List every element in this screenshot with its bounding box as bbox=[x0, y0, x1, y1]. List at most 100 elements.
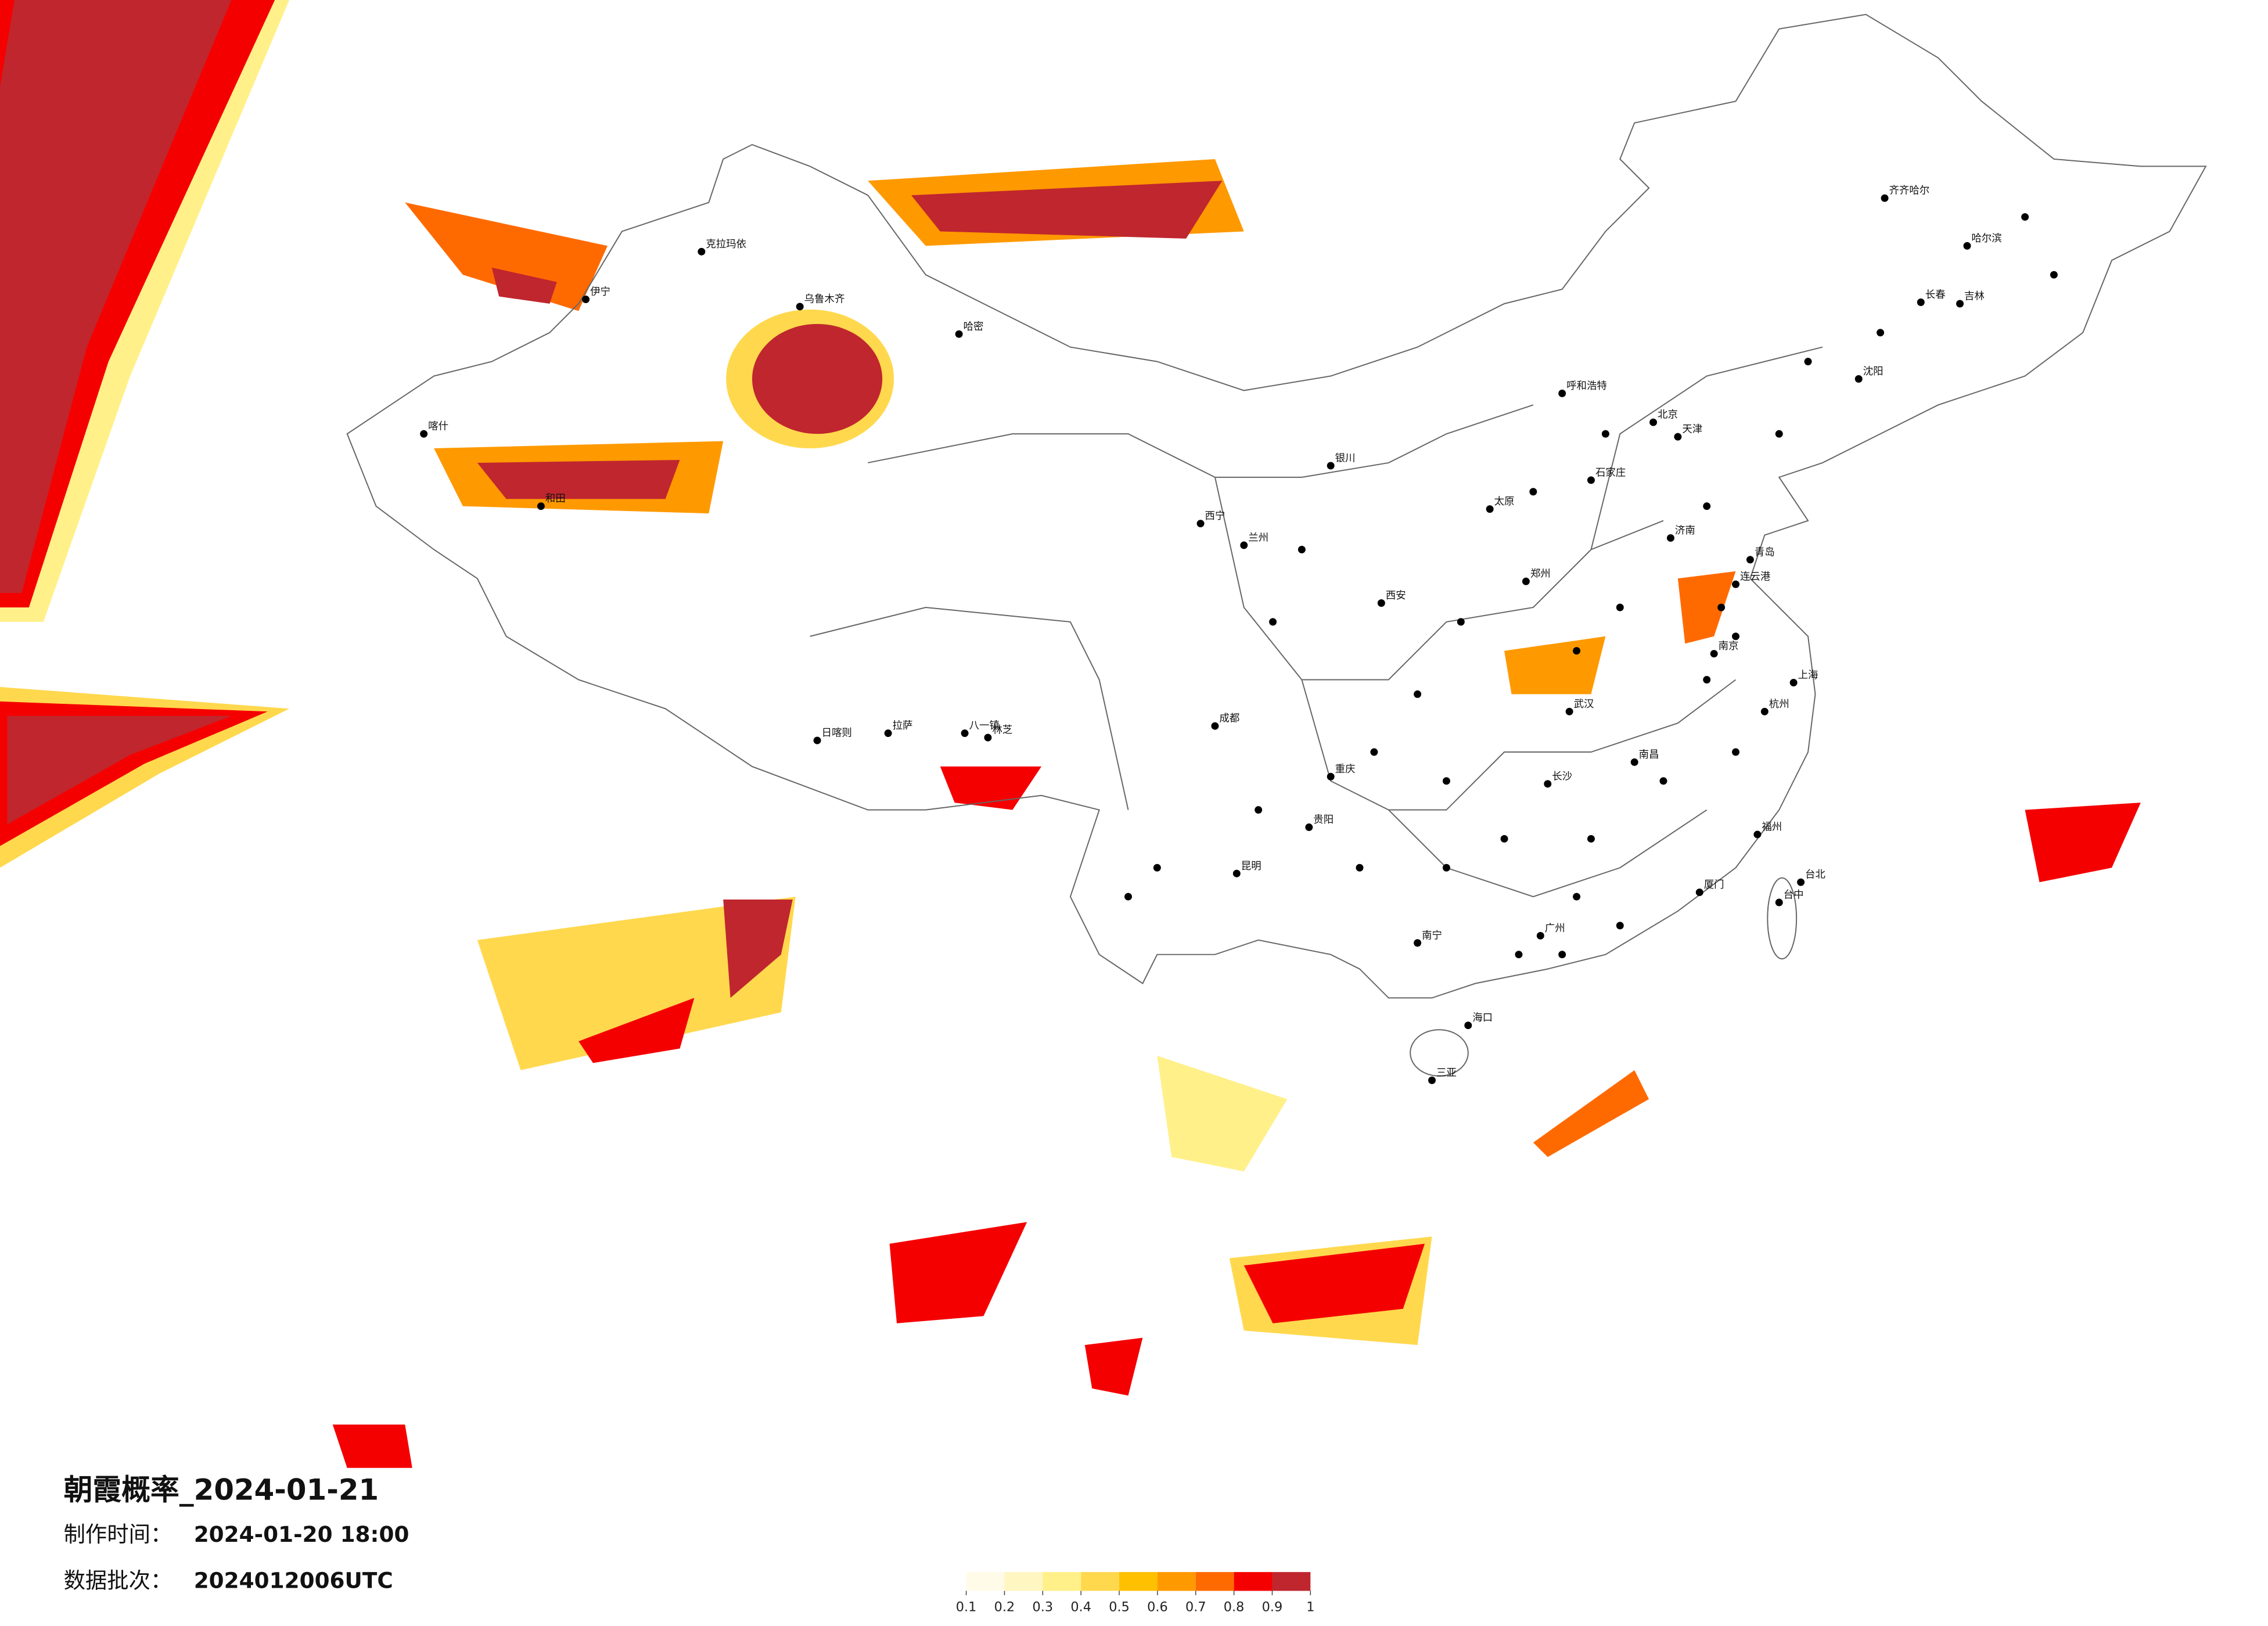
station-dot bbox=[1529, 488, 1537, 496]
city-label: 昆明 bbox=[1241, 861, 1261, 872]
city-label: 长沙 bbox=[1552, 771, 1572, 782]
city-dot bbox=[1196, 520, 1205, 528]
station-dot bbox=[1356, 864, 1364, 872]
china-outline bbox=[346, 13, 2207, 999]
legend-tick-label: 0.2 bbox=[994, 1599, 1015, 1614]
city-label: 喀什 bbox=[428, 421, 448, 433]
city-label: 哈尔滨 bbox=[1971, 233, 2001, 244]
city-dot bbox=[1414, 939, 1422, 947]
legend-swatch bbox=[966, 1572, 1005, 1591]
province-borders bbox=[810, 346, 1823, 898]
city-dot bbox=[884, 729, 892, 738]
data-batch-label: 数据批次： bbox=[64, 1567, 172, 1593]
city-dot bbox=[698, 247, 706, 256]
station-dot bbox=[1442, 777, 1450, 785]
city-label: 石家庄 bbox=[1595, 467, 1626, 479]
hainan bbox=[1410, 1029, 1469, 1077]
city-label: 长春 bbox=[1925, 289, 1946, 301]
city-label: 连云港 bbox=[1740, 571, 1771, 583]
legend-swatch bbox=[1004, 1572, 1043, 1591]
station-dot bbox=[1717, 603, 1726, 611]
city-label: 南宁 bbox=[1422, 930, 1442, 941]
production-time-label: 制作时间： bbox=[64, 1521, 172, 1547]
taiwan bbox=[1767, 877, 1798, 960]
city-dot bbox=[1760, 707, 1769, 715]
station-dot bbox=[1616, 922, 1624, 930]
city-dot bbox=[1674, 433, 1682, 441]
station-dot bbox=[1370, 748, 1378, 756]
city-label: 三亚 bbox=[1436, 1067, 1457, 1079]
station-dot bbox=[1587, 834, 1595, 843]
city-label: 西安 bbox=[1386, 590, 1406, 602]
city-dot bbox=[1428, 1076, 1436, 1084]
city-label: 武汉 bbox=[1574, 699, 1594, 710]
city-label: 太原 bbox=[1494, 496, 1515, 508]
city-label: 贵阳 bbox=[1313, 814, 1334, 826]
city-label: 济南 bbox=[1675, 525, 1695, 537]
city-dot bbox=[1753, 830, 1762, 839]
city-dot bbox=[1746, 556, 1754, 564]
city-dot bbox=[955, 330, 963, 338]
legend-swatch bbox=[1272, 1572, 1311, 1591]
city-dot bbox=[1211, 722, 1219, 730]
station-dot bbox=[1269, 618, 1277, 626]
city-label: 台北 bbox=[1805, 869, 1825, 881]
city-label: 南京 bbox=[1719, 641, 1739, 652]
city-label: 和田 bbox=[545, 493, 566, 505]
city-label: 福州 bbox=[1762, 822, 1782, 833]
city-dot bbox=[1963, 242, 1971, 250]
station-dot bbox=[1558, 951, 1566, 959]
city-dot bbox=[1732, 580, 1739, 588]
city-label: 拉萨 bbox=[893, 720, 913, 732]
legend-tick-label: 1 bbox=[1306, 1599, 1314, 1614]
map-title: 朝霞概率_2024-01-21 bbox=[64, 1473, 379, 1507]
station-dot bbox=[1500, 834, 1508, 843]
city-dot bbox=[1544, 780, 1552, 788]
legend-swatch bbox=[1234, 1572, 1273, 1591]
station-dot bbox=[1601, 430, 1609, 438]
city-dot bbox=[1464, 1021, 1472, 1030]
station-dot bbox=[1153, 864, 1161, 872]
legend-tick-label: 0.1 bbox=[956, 1599, 977, 1614]
station-dot bbox=[1775, 430, 1783, 438]
city-dot bbox=[1797, 878, 1805, 886]
city-dot bbox=[582, 296, 590, 303]
legend-tick-label: 0.4 bbox=[1070, 1599, 1091, 1614]
station-dot bbox=[1877, 329, 1885, 337]
station-dot bbox=[1457, 618, 1465, 626]
city-dot bbox=[1327, 462, 1335, 470]
station-dot bbox=[2050, 271, 2058, 279]
station-dot bbox=[1804, 358, 1812, 366]
city-label: 天津 bbox=[1682, 424, 1702, 436]
station-dot bbox=[1124, 893, 1133, 901]
city-label: 杭州 bbox=[1769, 699, 1789, 710]
city-label: 克拉玛依 bbox=[706, 239, 746, 250]
city-label: 西宁 bbox=[1205, 510, 1225, 522]
city-label: 广州 bbox=[1545, 923, 1565, 934]
production-time-value: 2024-01-20 18:00 bbox=[194, 1521, 409, 1547]
city-dot bbox=[984, 733, 992, 742]
station-dot bbox=[1442, 864, 1450, 872]
city-dot bbox=[1710, 650, 1718, 658]
station-dot bbox=[1659, 777, 1667, 785]
legend-tick-label: 0.8 bbox=[1224, 1599, 1245, 1614]
city-label: 呼和浩特 bbox=[1566, 380, 1607, 392]
city-label: 沈阳 bbox=[1863, 366, 1884, 377]
legend-tick-label: 0.6 bbox=[1147, 1599, 1168, 1614]
station-dot bbox=[1573, 647, 1581, 655]
city-dot bbox=[1695, 888, 1703, 897]
city-dot bbox=[1327, 772, 1335, 780]
city-label: 齐齐哈尔 bbox=[1889, 185, 1930, 197]
city-label: 郑州 bbox=[1530, 569, 1551, 580]
legend-tick-label: 0.7 bbox=[1185, 1599, 1206, 1614]
city-label: 日喀则 bbox=[822, 728, 852, 739]
city-label: 乌鲁木齐 bbox=[804, 294, 845, 305]
probability-field bbox=[0, 0, 2141, 1468]
city-dot bbox=[1240, 541, 1248, 549]
legend-swatch bbox=[1119, 1572, 1158, 1591]
city-dot bbox=[1630, 758, 1638, 766]
city-dot bbox=[1486, 505, 1494, 513]
